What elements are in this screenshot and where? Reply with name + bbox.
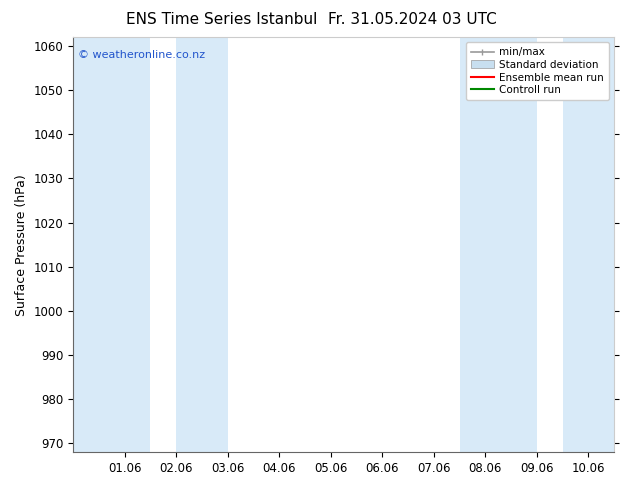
- Bar: [460, 37, 537, 452]
- Bar: [176, 37, 228, 452]
- Text: © weatheronline.co.nz: © weatheronline.co.nz: [79, 49, 205, 59]
- Text: ENS Time Series Istanbul: ENS Time Series Istanbul: [126, 12, 318, 27]
- Bar: [73, 37, 150, 452]
- Text: Fr. 31.05.2024 03 UTC: Fr. 31.05.2024 03 UTC: [328, 12, 496, 27]
- Y-axis label: Surface Pressure (hPa): Surface Pressure (hPa): [15, 174, 28, 316]
- Bar: [562, 37, 614, 452]
- Legend: min/max, Standard deviation, Ensemble mean run, Controll run: min/max, Standard deviation, Ensemble me…: [465, 42, 609, 100]
